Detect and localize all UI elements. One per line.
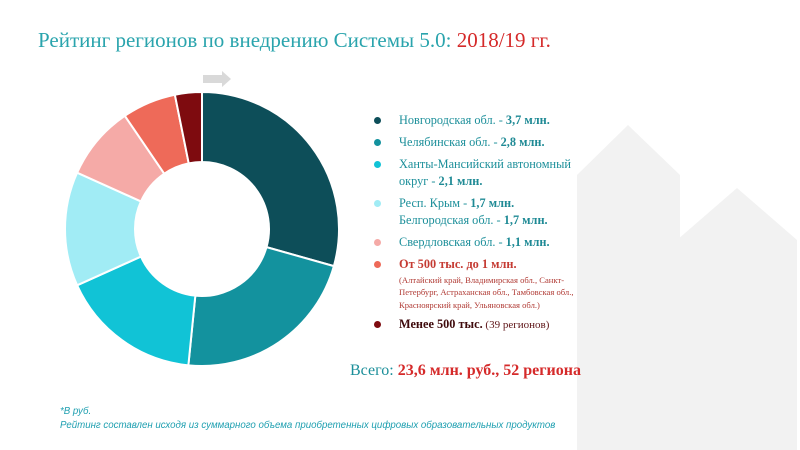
total-value: 23,6 млн. руб., 52 региона <box>397 362 581 379</box>
big-arrow-right-shape <box>677 188 797 450</box>
legend-label-novgorod: Новгородская обл. - <box>399 113 506 127</box>
legend-dot-crimea <box>374 200 381 207</box>
legend-value-crimea: 1,7 млн. <box>470 196 515 210</box>
legend-label-sverdlovsk: Свердловская обл. - <box>399 235 506 249</box>
legend-label-khmao: Ханты-Мансийский автономный округ - <box>399 157 571 188</box>
legend-value-novgorod: 3,7 млн. <box>505 113 550 127</box>
legend-dot-chelyabinsk <box>374 139 381 146</box>
title-year: 2018/19 гг. <box>456 28 551 52</box>
title-main: Рейтинг регионов по внедрению Системы 5.… <box>38 28 452 52</box>
legend-label-belgorod: Белгородская обл. - <box>399 213 504 227</box>
donut-slice-2 <box>187 245 336 367</box>
big-arrow-left-shape <box>577 125 680 450</box>
chart-legend: Новгородская обл. - 3,7 млн. Челябинская… <box>368 112 598 339</box>
legend-label-crimea: Респ. Крым - <box>399 196 471 210</box>
legend-item-khmao: Ханты-Мансийский автономный округ - 2,1 … <box>368 156 598 190</box>
footnote-method: Рейтинг составлен исходя из суммарного о… <box>60 420 556 431</box>
donut-chart <box>64 90 340 367</box>
footnote-unit: *В руб. <box>60 406 92 417</box>
legend-value-chelyabinsk: 2,8 млн. <box>500 135 545 149</box>
total-summary: Всего: 23,6 млн. руб., 52 региона <box>350 362 581 380</box>
legend-note-500k-1m: (Алтайский край, Владимирская обл., Санк… <box>399 275 574 310</box>
legend-value-sverdlovsk: 1,1 млн. <box>505 235 550 249</box>
legend-dot-khmao <box>374 161 381 168</box>
legend-item-crimea: Респ. Крым - 1,7 млн. Белгородская обл. … <box>368 195 598 229</box>
legend-dot-under-500k <box>374 320 381 328</box>
total-label: Всего: <box>350 362 398 379</box>
legend-dot-500k-1m <box>374 261 381 268</box>
legend-value-khmao: 2,1 млн. <box>438 174 483 188</box>
legend-count-under-500k: (39 регионов) <box>482 318 550 331</box>
donut-slice-1 <box>201 90 340 268</box>
legend-dot-sverdlovsk <box>374 239 381 246</box>
legend-value-belgorod: 1,7 млн. <box>503 213 548 227</box>
legend-value-under-500k: Менее 500 тыс. <box>399 316 483 331</box>
legend-item-sverdlovsk: Свердловская обл. - 1,1 млн. <box>368 234 598 251</box>
page-title: Рейтинг регионов по внедрению Системы 5.… <box>38 28 551 53</box>
legend-item-chelyabinsk: Челябинская обл. - 2,8 млн. <box>368 134 598 151</box>
legend-label-chelyabinsk: Челябинская обл. - <box>399 135 501 149</box>
donut-slice-7 <box>173 90 203 165</box>
legend-item-novgorod: Новгородская обл. - 3,7 млн. <box>368 112 598 129</box>
legend-dot-novgorod <box>374 117 381 124</box>
legend-item-under-500k: Менее 500 тыс. (39 регионов) <box>368 316 598 334</box>
legend-item-500k-1m: От 500 тыс. до 1 млн. (Алтайский край, В… <box>368 256 598 311</box>
small-arrow-right-icon <box>203 71 231 87</box>
legend-value-500k-1m: От 500 тыс. до 1 млн. <box>399 257 517 271</box>
